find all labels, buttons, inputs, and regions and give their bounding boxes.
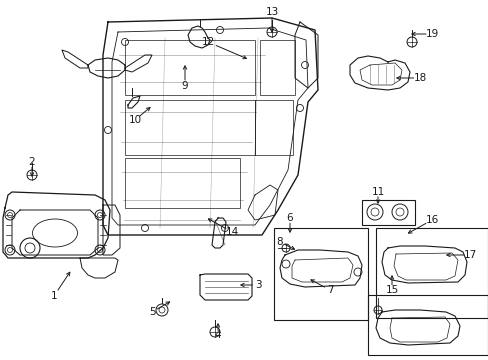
- Bar: [367, 295, 487, 355]
- Text: 2: 2: [29, 157, 35, 167]
- Text: 14: 14: [225, 227, 238, 237]
- Text: 12: 12: [201, 37, 214, 47]
- Text: 4: 4: [214, 330, 221, 340]
- Text: 7: 7: [326, 285, 333, 295]
- Text: 17: 17: [463, 250, 476, 260]
- Text: 18: 18: [412, 73, 426, 83]
- Text: 9: 9: [182, 81, 188, 91]
- Bar: [125, 158, 240, 208]
- Text: 6: 6: [286, 213, 293, 223]
- Text: 16: 16: [425, 215, 438, 225]
- Bar: [125, 100, 254, 155]
- Text: 10: 10: [128, 115, 141, 125]
- Bar: [260, 40, 294, 95]
- Text: 11: 11: [370, 187, 384, 197]
- Bar: [273, 228, 367, 320]
- Bar: [375, 228, 487, 318]
- Bar: [361, 200, 414, 225]
- Text: 1: 1: [51, 291, 57, 301]
- Text: 19: 19: [425, 29, 438, 39]
- Text: 8: 8: [276, 237, 283, 247]
- Text: 13: 13: [265, 7, 278, 17]
- Text: 3: 3: [254, 280, 261, 290]
- Text: 15: 15: [385, 285, 398, 295]
- Bar: [254, 100, 292, 155]
- Text: 5: 5: [148, 307, 155, 317]
- Bar: [125, 40, 254, 95]
